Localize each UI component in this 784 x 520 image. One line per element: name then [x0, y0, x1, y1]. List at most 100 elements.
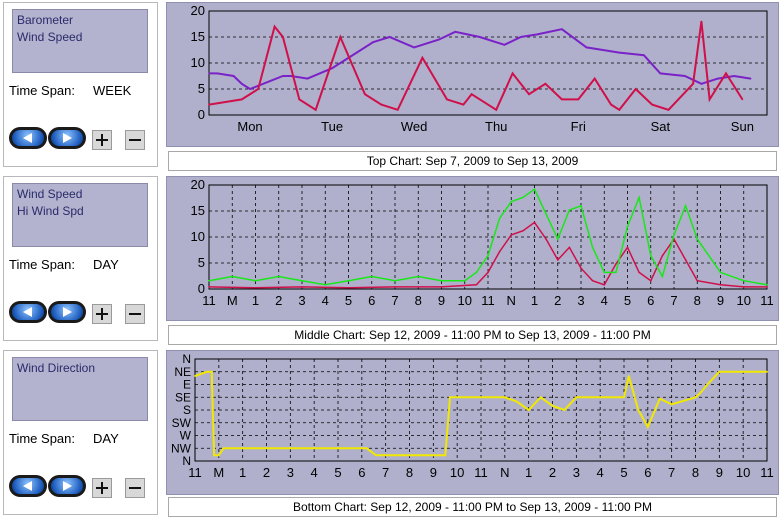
data-point	[241, 83, 243, 85]
data-point	[634, 88, 637, 90]
data-point	[684, 75, 686, 77]
data-point	[522, 230, 524, 232]
series-line-wind-direction	[194, 370, 767, 457]
data-point	[706, 383, 709, 386]
zoom-in-button[interactable]	[92, 130, 112, 150]
data-point	[520, 36, 522, 38]
data-point	[637, 409, 640, 411]
x-tick-label: 5	[620, 465, 627, 480]
data-point	[372, 41, 374, 43]
series-item[interactable]: Wind Direction	[17, 361, 96, 375]
series-line-wind-speed	[208, 21, 744, 112]
series-list[interactable]: Wind Direction	[12, 357, 148, 421]
data-point	[545, 213, 547, 215]
data-point	[511, 72, 514, 75]
data-point	[339, 36, 342, 38]
data-point	[717, 77, 719, 80]
data-point	[355, 51, 358, 54]
x-tick-label: 6	[644, 465, 651, 480]
left-arrow-icon	[23, 307, 32, 317]
series-item[interactable]: Wind Speed	[17, 30, 83, 44]
x-tick-label: 4	[322, 293, 329, 308]
data-point	[575, 396, 578, 399]
zoom-out-button[interactable]	[125, 130, 145, 150]
series-item[interactable]: Hi Wind Spd	[17, 204, 84, 218]
next-button[interactable]	[48, 301, 86, 323]
previous-button[interactable]	[9, 475, 47, 497]
x-tick-label: 1	[531, 293, 538, 308]
left-arrow-icon	[23, 133, 32, 143]
left-arrow-icon	[23, 481, 32, 491]
data-point	[394, 286, 396, 288]
data-point	[568, 209, 571, 211]
data-point	[479, 36, 481, 38]
data-point	[446, 98, 448, 101]
data-point	[231, 275, 234, 278]
data-point	[475, 271, 478, 274]
x-tick-label: 7	[382, 465, 389, 480]
data-point	[628, 375, 630, 377]
x-tick-label: 1	[525, 465, 532, 480]
data-point	[561, 28, 563, 31]
data-point	[331, 67, 333, 69]
data-point	[282, 75, 284, 77]
x-tick-label: 4	[597, 465, 604, 480]
data-point	[462, 103, 465, 106]
x-tick-label: Tue	[321, 119, 343, 134]
x-tick-label: Wed	[401, 119, 428, 134]
y-tick-label: SW	[172, 416, 192, 430]
previous-button[interactable]	[9, 127, 47, 149]
data-point	[503, 44, 506, 46]
data-point	[306, 77, 309, 80]
data-point	[528, 93, 530, 95]
data-point	[577, 98, 580, 101]
series-item[interactable]: Wind Speed	[17, 187, 83, 201]
zoom-out-button[interactable]	[125, 478, 145, 498]
data-point	[741, 98, 744, 101]
zoom-out-button[interactable]	[125, 304, 145, 324]
data-point	[464, 279, 466, 282]
x-tick-label: 3	[573, 465, 580, 480]
data-point	[700, 83, 703, 85]
x-tick-label: 9	[717, 293, 724, 308]
x-tick-label: 7	[668, 465, 675, 480]
data-point	[495, 109, 498, 111]
zoom-in-button[interactable]	[92, 478, 112, 498]
data-point	[603, 271, 606, 274]
data-point	[551, 405, 554, 407]
data-point	[557, 238, 559, 240]
y-tick-label: W	[180, 429, 192, 443]
data-point	[480, 396, 482, 399]
x-tick-label: 6	[358, 465, 365, 480]
data-point	[700, 20, 703, 23]
bottom-chart-caption: Bottom Chart: Sep 12, 2009 - 11:00 PM to…	[168, 497, 777, 517]
y-tick-label: 0	[198, 107, 205, 122]
x-tick-label: 8	[415, 293, 422, 308]
data-point	[213, 454, 215, 457]
series-list[interactable]: Wind Speed Hi Wind Spd	[12, 183, 148, 247]
top-chart: 0 5 10 15 20 Mon Tue Wed Thu Fri Sat Sun	[166, 2, 779, 147]
data-point	[388, 36, 391, 38]
data-point	[254, 287, 257, 289]
series-item[interactable]: Barometer	[17, 13, 74, 27]
data-point	[371, 275, 373, 278]
time-span: Time Span: WEEK	[9, 83, 131, 98]
x-tick-label: 8	[692, 465, 699, 480]
data-point	[650, 279, 652, 282]
x-tick-label: Sun	[731, 119, 754, 134]
y-tick-label: 10	[191, 55, 205, 70]
data-point	[694, 396, 697, 399]
x-tick-label: 8	[694, 293, 701, 308]
previous-button[interactable]	[9, 301, 47, 323]
y-tick-label: N	[182, 352, 191, 366]
next-button[interactable]	[48, 127, 86, 149]
series-list[interactable]: Barometer Wind Speed	[12, 9, 148, 73]
data-point	[487, 254, 489, 257]
time-span-value: DAY	[93, 431, 119, 446]
x-tick-label: Thu	[485, 119, 507, 134]
next-button[interactable]	[48, 475, 86, 497]
time-span-label: Time Span:	[9, 431, 75, 446]
y-tick-label: E	[183, 378, 191, 392]
data-point	[365, 447, 368, 450]
zoom-in-button[interactable]	[92, 304, 112, 324]
